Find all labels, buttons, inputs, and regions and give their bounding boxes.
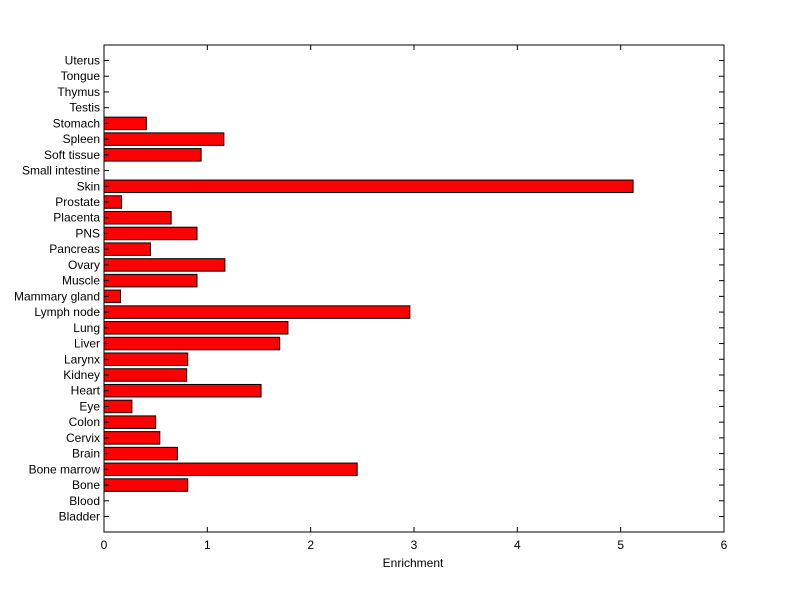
x-tick-label: 4	[514, 538, 521, 552]
x-tick-label: 0	[101, 538, 108, 552]
x-tick-label: 1	[204, 538, 211, 552]
y-tick-label: Bone	[72, 478, 100, 492]
y-tick-label: PNS	[75, 226, 100, 240]
bar-ovary	[103, 258, 226, 272]
y-tick-label: Cervix	[66, 431, 100, 445]
x-axis-label: Enrichment	[383, 556, 444, 570]
y-tick-label: Placenta	[53, 211, 100, 225]
y-tick-label: Stomach	[53, 116, 100, 130]
bar-stomach	[103, 116, 147, 131]
bar-liver	[103, 336, 281, 351]
y-tick-label: Bladder	[59, 510, 100, 524]
bar-muscle	[103, 273, 198, 288]
y-tick-label: Uterus	[65, 54, 100, 68]
y-tick-label: Thymus	[57, 85, 100, 99]
x-tick-label: 6	[721, 538, 728, 552]
bar-bone-marrow	[103, 462, 358, 477]
y-tick-label: Prostate	[55, 195, 100, 209]
bar-lymph-node	[103, 305, 411, 319]
plot-background	[104, 45, 724, 532]
y-tick-label: Testis	[69, 101, 100, 115]
bar-pns	[103, 226, 198, 241]
y-tick-label: Tongue	[61, 69, 101, 83]
y-tick-label: Spleen	[63, 132, 100, 146]
y-tick-label: Skin	[77, 179, 100, 193]
bar-lung	[103, 321, 289, 335]
y-tick-label: Blood	[69, 494, 100, 508]
y-tick-label: Bone marrow	[29, 462, 101, 476]
x-tick-label: 3	[411, 538, 418, 552]
bar-cervix	[103, 431, 161, 445]
y-tick-label: Kidney	[63, 368, 100, 382]
y-tick-label: Lung	[73, 321, 100, 335]
bar-skin	[103, 179, 634, 194]
bar-brain	[103, 446, 178, 461]
bar-heart	[103, 383, 262, 398]
x-tick-label: 5	[617, 538, 624, 552]
y-tick-label: Ovary	[68, 258, 100, 272]
ticks-group	[103, 45, 725, 532]
y-tick-label: Soft tissue	[44, 148, 100, 162]
y-tick-label: Colon	[69, 415, 100, 429]
bar-bone	[103, 478, 189, 492]
bar-placenta	[103, 210, 172, 225]
bar-pancreas	[103, 242, 151, 256]
x-tick-label: 2	[307, 538, 314, 552]
y-tick-label: Liver	[74, 337, 100, 351]
y-tick-label: Small intestine	[22, 164, 100, 178]
bar-larynx	[103, 352, 189, 367]
y-tick-label: Pancreas	[49, 242, 100, 256]
bar-spleen	[103, 132, 225, 146]
y-tick-label: Larynx	[64, 352, 100, 366]
y-tick-label: Muscle	[62, 274, 100, 288]
bar-soft-tissue	[103, 148, 202, 162]
bar-colon	[103, 415, 157, 429]
y-tick-label: Mammary gland	[14, 289, 100, 303]
y-tick-label: Eye	[79, 399, 100, 413]
bar-kidney	[103, 368, 188, 382]
y-tick-label: Brain	[72, 447, 100, 461]
y-tick-label: Lymph node	[34, 305, 100, 319]
y-tick-label: Heart	[71, 384, 101, 398]
